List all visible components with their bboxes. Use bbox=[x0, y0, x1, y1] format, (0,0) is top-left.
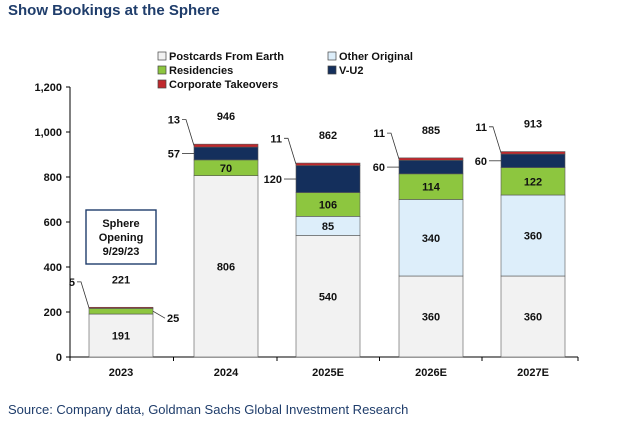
y-tick-label: 200 bbox=[44, 307, 62, 319]
bar-segment bbox=[398, 173, 464, 200]
total-label: 946 bbox=[217, 111, 235, 123]
leader-line bbox=[489, 126, 502, 153]
legend-swatch bbox=[157, 65, 167, 75]
total-label: 862 bbox=[319, 130, 337, 142]
y-tick-label: 800 bbox=[44, 172, 62, 184]
legend-label: Residencies bbox=[169, 65, 233, 77]
bar-segment bbox=[193, 175, 259, 358]
bars bbox=[88, 143, 566, 358]
y-tick-label: 1,000 bbox=[34, 127, 62, 139]
annotation-text: 9/29/23 bbox=[103, 246, 140, 258]
bar-segment bbox=[88, 306, 154, 309]
bar-segment bbox=[398, 160, 464, 175]
data-label: 360 bbox=[422, 312, 440, 324]
source-note: Source: Company data, Goldman Sachs Glob… bbox=[8, 402, 409, 417]
data-label: 340 bbox=[422, 233, 440, 245]
bar-segment bbox=[193, 143, 259, 148]
bar-segment bbox=[88, 313, 154, 358]
legend-label: Postcards From Earth bbox=[169, 51, 284, 63]
bar-segment bbox=[88, 308, 154, 315]
side-label: 13 bbox=[168, 115, 180, 127]
y-tick-label: 0 bbox=[56, 352, 62, 364]
side-label: 5 bbox=[69, 277, 75, 289]
total-label: 221 bbox=[112, 274, 130, 286]
side-label: 120 bbox=[264, 174, 282, 186]
legend-swatch bbox=[157, 79, 167, 89]
data-labels: 2023 191 221 2024 806 70 946 2025E 540 85 106 862 20… bbox=[69, 111, 549, 379]
y-tick-label: 400 bbox=[44, 262, 62, 274]
data-label: 85 bbox=[322, 221, 334, 233]
bar-segment bbox=[500, 275, 566, 358]
x-tick-label: 2023 bbox=[109, 367, 133, 379]
chart-title: Show Bookings at the Sphere bbox=[8, 2, 220, 19]
data-label: 114 bbox=[422, 182, 441, 194]
bar-chart: 0 200 400 600 800 1,000 1,200 2023 191 221 2024 80… bbox=[34, 51, 579, 379]
annotation-border bbox=[85, 209, 157, 265]
y-tick-label: 600 bbox=[44, 217, 62, 229]
x-tick-label: 2027E bbox=[517, 367, 549, 379]
data-label: 806 bbox=[217, 261, 235, 273]
legend-label: V-U2 bbox=[339, 65, 363, 77]
bar-segment bbox=[295, 235, 361, 358]
data-label: 360 bbox=[524, 231, 542, 243]
bar-segment bbox=[295, 165, 361, 193]
bar-segment bbox=[398, 199, 464, 277]
bar-segment bbox=[398, 157, 464, 161]
legend-label: Other Original bbox=[339, 51, 413, 63]
leader-line bbox=[77, 281, 90, 308]
total-label: 885 bbox=[422, 125, 440, 137]
bar-segment bbox=[500, 153, 566, 168]
side-label: 60 bbox=[373, 162, 385, 174]
leader-line bbox=[182, 119, 195, 146]
side-label: 25 bbox=[167, 313, 179, 325]
data-label: 122 bbox=[524, 176, 542, 188]
bar-segment bbox=[500, 151, 566, 155]
legend-swatch bbox=[327, 65, 337, 75]
bar-segment bbox=[193, 146, 259, 161]
legend-swatch bbox=[327, 51, 337, 61]
leader-line bbox=[387, 132, 400, 160]
annotation-box: Sphere Opening 9/29/23 bbox=[85, 209, 157, 265]
data-label: 106 bbox=[319, 199, 337, 211]
data-label: 191 bbox=[112, 331, 130, 343]
leader-line bbox=[152, 310, 166, 319]
y-tick-label: 1,200 bbox=[34, 82, 62, 94]
bar-segment bbox=[295, 162, 361, 166]
data-label: 360 bbox=[524, 312, 542, 324]
x-tick-label: 2025E bbox=[312, 367, 344, 379]
x-tick-label: 2026E bbox=[415, 367, 447, 379]
legend: Postcards From Earth Other Original Reside… bbox=[157, 51, 413, 91]
data-label: 70 bbox=[220, 163, 232, 175]
annotation-text: Opening bbox=[99, 232, 144, 244]
side-label: 11 bbox=[475, 122, 487, 134]
x-tick-label: 2024 bbox=[214, 367, 239, 379]
legend-label: Corporate Takeovers bbox=[169, 79, 278, 91]
legend-swatch bbox=[157, 51, 167, 61]
side-label: 60 bbox=[475, 156, 487, 168]
side-label: 11 bbox=[270, 133, 282, 145]
annotation-text: Sphere bbox=[102, 218, 139, 230]
side-label: 57 bbox=[168, 148, 180, 160]
leader-line bbox=[284, 137, 297, 165]
total-label: 913 bbox=[524, 119, 542, 131]
side-label: 11 bbox=[373, 128, 385, 140]
data-label: 540 bbox=[319, 291, 337, 303]
bar-segment bbox=[398, 275, 464, 358]
